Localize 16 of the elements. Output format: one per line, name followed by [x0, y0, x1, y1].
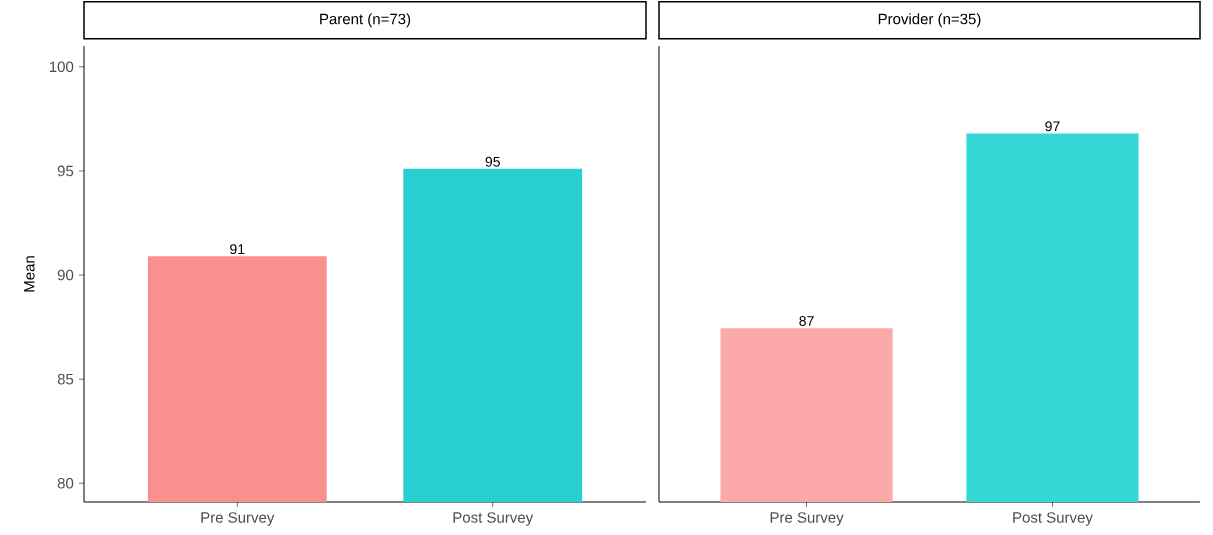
y-tick-label: 100 — [49, 61, 74, 73]
y-tick-label: 80 — [57, 477, 74, 489]
y-tick-label: 90 — [57, 269, 74, 281]
data-label: 87 — [799, 316, 814, 326]
y-tick-label: 85 — [57, 373, 74, 385]
data-label: 95 — [485, 156, 500, 167]
x-tick-label: Pre Survey — [770, 512, 844, 526]
data-label: 91 — [230, 244, 245, 255]
x-tick-label: Pre Survey — [201, 512, 275, 526]
chart-title: Parent (n=73) — [320, 13, 411, 28]
data-label: 97 — [1045, 121, 1060, 132]
x-tick-label: Post Survey — [1013, 512, 1093, 526]
chart-title: Provider (n=35) — [878, 13, 981, 28]
y-tick-label: 95 — [57, 165, 74, 177]
y-axis-title: Mean — [24, 256, 35, 292]
x-tick-label: Post Survey — [453, 512, 534, 526]
